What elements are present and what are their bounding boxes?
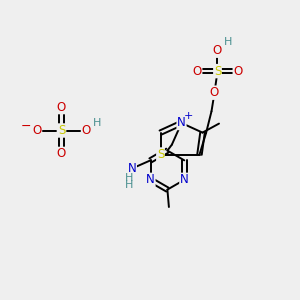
Text: O: O <box>82 124 91 137</box>
Text: H: H <box>125 180 134 190</box>
Text: N: N <box>177 116 186 130</box>
Text: N: N <box>180 173 189 186</box>
Text: O: O <box>57 100 66 114</box>
Text: +: + <box>183 111 193 122</box>
Text: O: O <box>193 64 202 78</box>
Text: H: H <box>93 118 102 128</box>
Text: N: N <box>128 162 136 175</box>
Text: H: H <box>125 173 134 183</box>
Text: −: − <box>20 120 31 134</box>
Text: S: S <box>58 124 65 137</box>
Text: O: O <box>210 86 219 99</box>
Text: S: S <box>157 148 164 161</box>
Text: N: N <box>146 173 155 186</box>
Text: O: O <box>57 147 66 161</box>
Text: O: O <box>233 64 242 78</box>
Text: S: S <box>214 64 221 78</box>
Text: O: O <box>213 44 222 57</box>
Text: O: O <box>32 124 41 137</box>
Text: H: H <box>224 37 232 47</box>
